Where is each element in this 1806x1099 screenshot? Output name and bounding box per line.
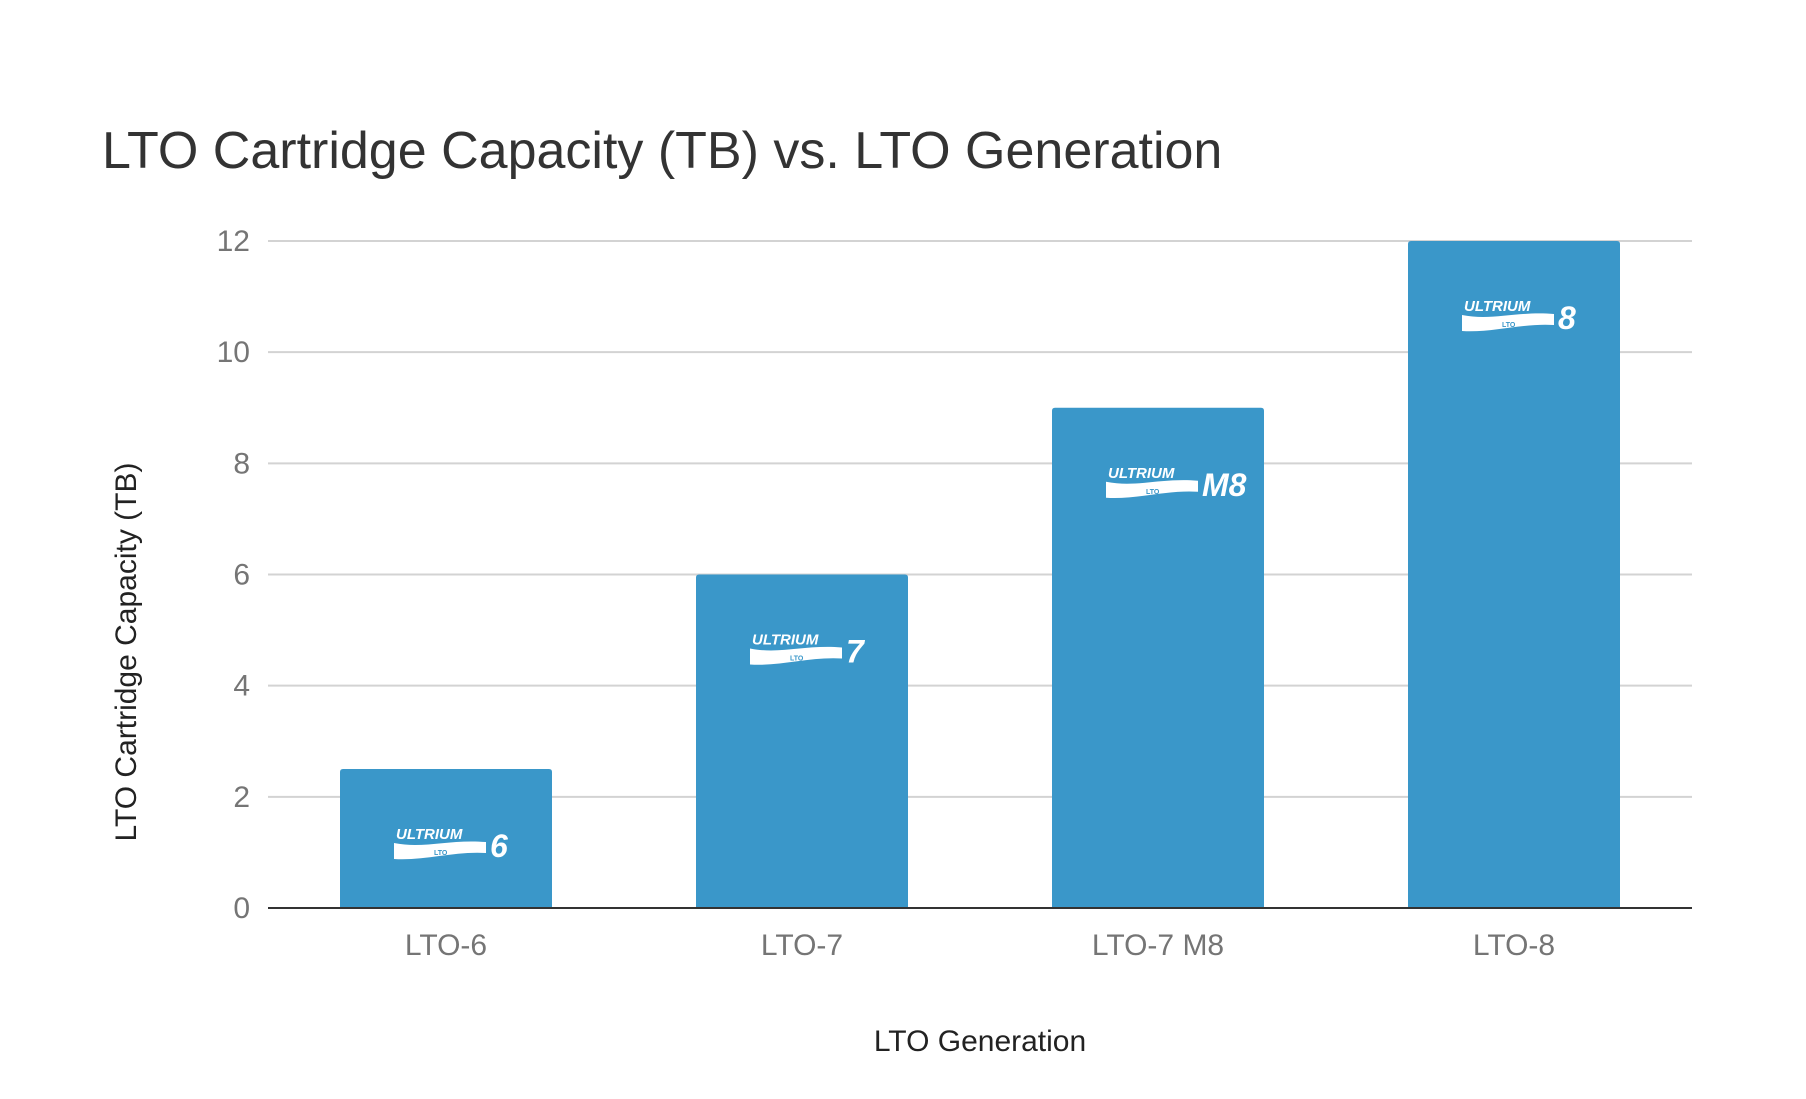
x-axis-label: LTO Generation (874, 1025, 1086, 1058)
logo-number: 8 (1558, 300, 1576, 336)
logo-word: ULTRIUM (1108, 465, 1175, 482)
logo-lto-mark: LTO (434, 850, 448, 857)
x-category-label: LTO-7 (761, 929, 843, 962)
y-tick-label: 10 (217, 336, 250, 369)
logo-number: 6 (490, 828, 508, 864)
x-category-label: LTO-8 (1473, 929, 1555, 962)
y-tick-label: 8 (233, 447, 250, 480)
logo-swoosh (1462, 313, 1554, 332)
y-tick-label: 6 (233, 559, 250, 592)
logo-number: 7 (846, 634, 866, 670)
bars (340, 241, 1620, 908)
bar-lto-7-m8 (1052, 407, 1264, 908)
y-tick-label: 0 (233, 892, 250, 925)
ultrium-m8-logo: ULTRIUM LTO M8 (1106, 465, 1247, 503)
bar-lto-7 (696, 574, 908, 908)
y-tick-label: 2 (233, 781, 250, 814)
y-axis-ticks: 0 2 4 6 8 10 12 (217, 225, 250, 925)
logo-swoosh (1106, 480, 1198, 499)
y-axis-label: LTO Cartridge Capacity (TB) (110, 463, 143, 842)
logo-number: M8 (1202, 467, 1247, 503)
x-axis-categories: LTO-6 LTO-7 LTO-7 M8 LTO-8 (405, 929, 1555, 962)
logo-lto-mark: LTO (790, 656, 804, 663)
ultrium-7-logo: ULTRIUM LTO 7 (750, 632, 866, 670)
ultrium-6-logo: ULTRIUM LTO 6 (394, 826, 508, 864)
logo-lto-mark: LTO (1502, 322, 1516, 329)
bar-lto-8 (1408, 241, 1620, 908)
logo-word: ULTRIUM (1464, 298, 1531, 315)
ultrium-8-logo: ULTRIUM LTO 8 (1462, 298, 1576, 336)
logo-word: ULTRIUM (396, 826, 463, 843)
x-category-label: LTO-7 M8 (1092, 929, 1224, 962)
logo-lto-mark: LTO (1146, 489, 1160, 496)
y-tick-label: 4 (233, 670, 250, 703)
logo-swoosh (750, 646, 842, 665)
chart-title: LTO Cartridge Capacity (TB) vs. LTO Gene… (102, 122, 1222, 180)
logo-word: ULTRIUM (752, 632, 819, 649)
y-tick-label: 12 (217, 225, 250, 258)
logo-swoosh (394, 841, 486, 860)
bar-lto-6 (340, 769, 552, 908)
x-category-label: LTO-6 (405, 929, 487, 962)
